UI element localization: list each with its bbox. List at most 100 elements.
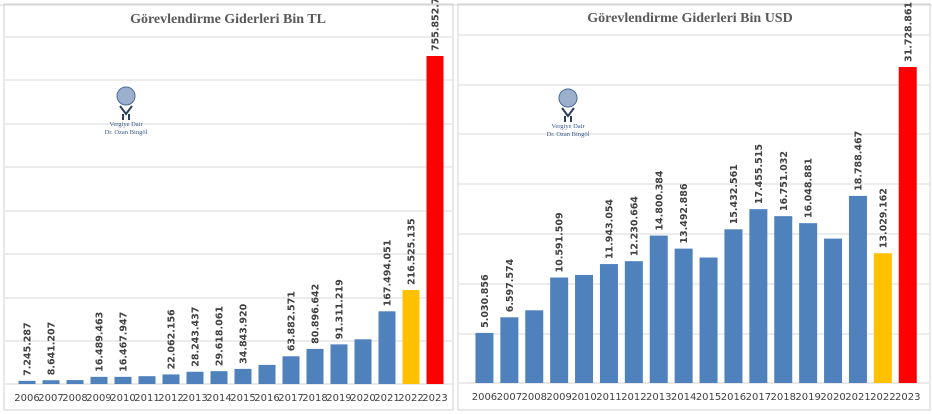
x-tick-label: 2009 (546, 392, 571, 403)
data-label: 216.525.135 (407, 218, 418, 285)
chart-area-tl[interactable] (3, 3, 454, 411)
bar-2018[interactable] (774, 216, 793, 383)
bar-2006[interactable] (475, 332, 494, 383)
bar-2013[interactable] (649, 235, 668, 383)
data-label: 17.455.515 (754, 144, 765, 204)
bar-2011[interactable] (599, 264, 618, 383)
bar-2019[interactable] (799, 223, 818, 383)
data-label: 80.896.642 (311, 284, 322, 344)
x-tick-label: 2019 (326, 393, 351, 404)
bar-2010[interactable] (575, 274, 594, 383)
x-tick-label: 2023 (895, 392, 920, 403)
x-tick-label: 2007 (497, 392, 522, 403)
bar-2017[interactable] (282, 356, 300, 384)
x-tick-label: 2014 (671, 392, 696, 403)
x-tick-label: 2017 (278, 393, 303, 404)
bar-2013[interactable] (186, 371, 204, 384)
bar-2017[interactable] (749, 209, 768, 383)
bar-2014[interactable] (674, 248, 693, 383)
bar-2023[interactable] (426, 56, 444, 384)
bar-2007[interactable] (42, 380, 60, 384)
data-label: 31.728.861 (903, 2, 914, 62)
data-label: 6.597.574 (505, 258, 516, 312)
x-tick-label: 2023 (422, 393, 447, 404)
x-tick-label: 2016 (254, 393, 279, 404)
data-label: 28.243.437 (191, 307, 202, 367)
watermark-line2: Dr. Ozan Bingöl (547, 131, 590, 138)
chart-title-usd: Görevlendirme Giderleri Bin USD (587, 11, 792, 26)
bar-2015[interactable] (234, 368, 252, 384)
data-label: 16.048.881 (804, 158, 815, 218)
x-tick-label: 2008 (522, 392, 547, 403)
globe-icon (116, 86, 136, 106)
x-tick-label: 2007 (38, 393, 63, 404)
bar-2007[interactable] (500, 317, 519, 383)
x-tick-label: 2012 (621, 392, 646, 403)
bar-2009[interactable] (550, 277, 569, 383)
x-tick-label: 2018 (302, 393, 327, 404)
x-tick-label: 2010 (110, 393, 135, 404)
data-label: 13.492.886 (679, 183, 690, 243)
x-tick-label: 2012 (158, 393, 183, 404)
data-label: 11.943.054 (604, 199, 615, 259)
bar-2018[interactable] (306, 348, 324, 384)
x-tick-label: 2015 (230, 393, 255, 404)
data-label: 8.641.207 (47, 322, 58, 376)
watermark-line1: Vergiye Dair (551, 123, 585, 130)
data-label: 755.852.733 (431, 0, 442, 51)
data-label: 22.062.156 (167, 309, 178, 369)
globe-icon (558, 88, 578, 108)
chart-title-tl: Görevlendirme Giderleri Bin TL (130, 12, 326, 27)
bar-2014[interactable] (210, 371, 228, 384)
x-tick-label: 2006 (472, 392, 497, 403)
data-label: 5.030.856 (480, 274, 491, 328)
data-label: 7.245.287 (23, 322, 34, 376)
bar-2011[interactable] (138, 376, 156, 384)
x-tick-label: 2006 (14, 393, 39, 404)
watermark-logo-tl: Vergiye Dair Dr. Ozan Bingöl (105, 86, 148, 136)
x-tick-label: 2022 (870, 392, 895, 403)
bar-2012[interactable] (162, 374, 180, 384)
watermark-logo-usd: Vergiye Dair Dr. Ozan Bingöl (547, 88, 590, 138)
chart-area-usd[interactable] (457, 3, 931, 411)
bar-2021[interactable] (378, 311, 396, 384)
x-tick-label: 2021 (374, 393, 399, 404)
data-label: 16.467.947 (119, 312, 130, 372)
bar-2006[interactable] (18, 380, 36, 384)
bar-2022[interactable] (873, 253, 892, 383)
bar-2016[interactable] (724, 229, 743, 383)
data-label: 91.311.219 (335, 279, 346, 339)
bar-2015[interactable] (699, 257, 718, 383)
bar-2008[interactable] (525, 310, 544, 383)
bar-2009[interactable] (90, 376, 108, 384)
data-label: 14.800.384 (654, 170, 665, 230)
x-tick-label: 2021 (845, 392, 870, 403)
x-tick-label: 2009 (86, 393, 111, 404)
data-label: 16.751.032 (779, 151, 790, 211)
data-label: 13.029.162 (878, 188, 889, 248)
bar-chart-usd: 2006 5.030.856 2007 6.597.574 2008 2009 10.591… (468, 2, 920, 403)
x-tick-label: 2019 (795, 392, 820, 403)
data-label: 15.432.561 (729, 164, 740, 224)
data-label: 12.230.664 (629, 196, 640, 256)
x-tick-label: 2010 (571, 392, 596, 403)
bar-2010[interactable] (114, 376, 132, 384)
data-label: 10.591.509 (555, 212, 566, 272)
x-tick-label: 2008 (62, 393, 87, 404)
bar-2016[interactable] (258, 364, 276, 384)
x-tick-label: 2018 (771, 392, 796, 403)
data-label: 34.843.920 (239, 303, 250, 363)
x-tick-label: 2013 (182, 393, 207, 404)
data-label: 167.494.051 (383, 240, 394, 307)
bar-2020[interactable] (354, 339, 372, 384)
bar-2022[interactable] (402, 290, 420, 384)
bar-2021[interactable] (848, 195, 867, 383)
bar-2020[interactable] (824, 238, 843, 383)
bar-2019[interactable] (330, 344, 348, 384)
bar-2023[interactable] (898, 67, 917, 383)
data-label: 63.882.571 (287, 291, 298, 351)
bar-2012[interactable] (624, 261, 643, 383)
bar-2008[interactable] (66, 380, 84, 384)
data-label: 29.618.061 (215, 306, 226, 366)
